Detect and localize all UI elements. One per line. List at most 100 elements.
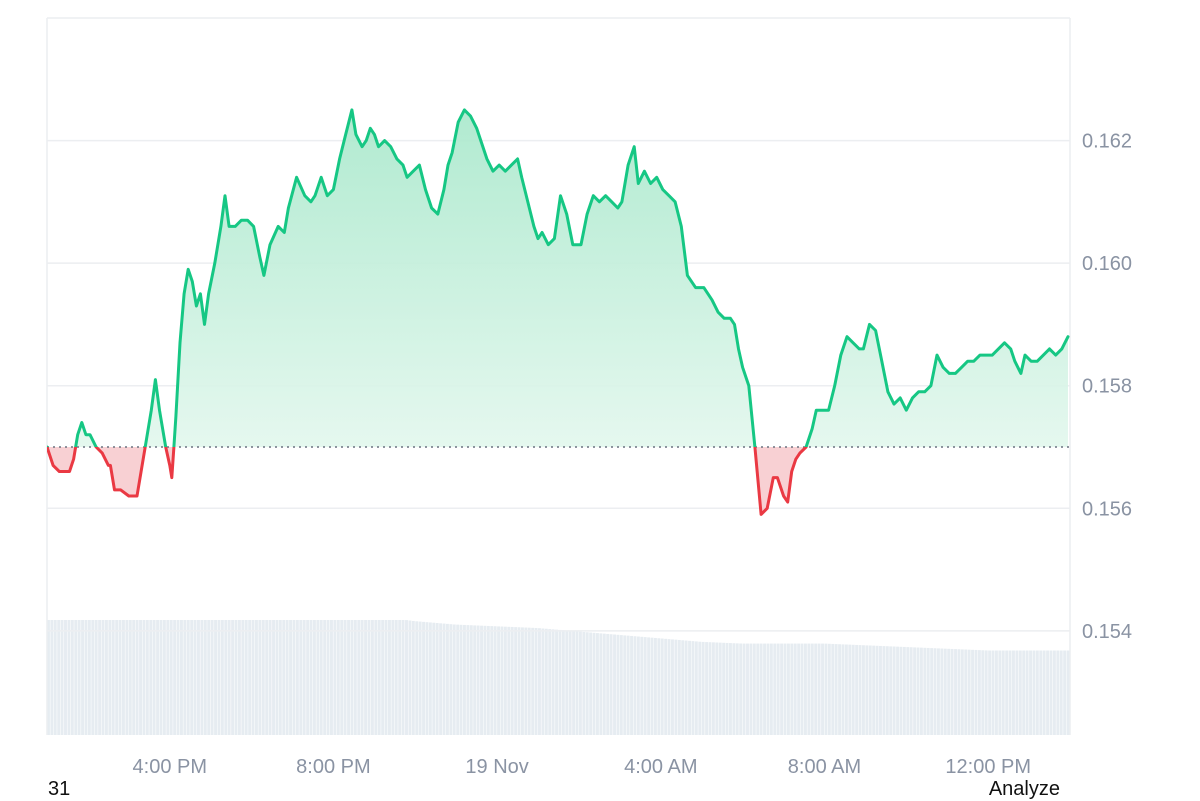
volume-bar bbox=[913, 647, 917, 735]
volume-bar bbox=[821, 643, 824, 736]
volume-bar bbox=[319, 620, 323, 735]
volume-bar bbox=[824, 643, 828, 735]
volume-bar bbox=[885, 646, 889, 735]
volume-bar bbox=[486, 625, 490, 735]
volume-bar bbox=[53, 620, 57, 735]
volume-bar bbox=[285, 620, 289, 735]
volume-bar bbox=[572, 631, 576, 735]
volume-bar bbox=[677, 639, 681, 735]
volume-bar bbox=[626, 635, 630, 735]
volume-bar bbox=[278, 620, 282, 735]
volume-bar bbox=[340, 620, 344, 735]
volume-bar bbox=[47, 620, 50, 735]
volume-bar bbox=[70, 620, 74, 735]
volume-bar bbox=[906, 647, 910, 735]
volume-bar bbox=[398, 620, 402, 735]
volume-bar bbox=[289, 620, 293, 735]
y-tick-label: 0.162 bbox=[1082, 131, 1132, 153]
volume-bar bbox=[722, 642, 726, 735]
volume-bar bbox=[336, 620, 340, 735]
volume-bar bbox=[255, 620, 258, 735]
y-tick-label: 0.160 bbox=[1082, 253, 1132, 275]
volume-bar bbox=[643, 637, 647, 735]
volume-bar bbox=[312, 620, 316, 735]
volume-bar bbox=[115, 620, 119, 735]
volume-bar bbox=[790, 643, 794, 736]
volume-bar bbox=[251, 620, 255, 735]
volume-bar bbox=[544, 628, 548, 735]
volume-bar bbox=[705, 642, 709, 735]
volume-bar bbox=[746, 643, 749, 736]
volume-bar bbox=[497, 626, 501, 735]
analyze-link[interactable]: Analyze bbox=[988, 778, 1060, 800]
volume-bar bbox=[101, 620, 105, 735]
volume-bar bbox=[831, 643, 835, 735]
volume-bar bbox=[87, 620, 91, 735]
volume-bar bbox=[425, 622, 429, 735]
volume-bar bbox=[224, 620, 228, 735]
volume-bar bbox=[858, 645, 862, 735]
volume-bar bbox=[766, 643, 770, 736]
volume-bar bbox=[377, 620, 381, 735]
volume-bar bbox=[592, 632, 596, 735]
volume-bar bbox=[650, 637, 654, 735]
volume-bar bbox=[207, 620, 211, 735]
volume-bar bbox=[125, 620, 129, 735]
x-axis-ticks: 4:00 PM 8:00 PM 19 Nov 4:00 AM 8:00 AM 12:00 … bbox=[133, 756, 1031, 778]
volume-bar bbox=[691, 641, 695, 735]
volume-bar bbox=[432, 622, 436, 735]
volume-bar bbox=[950, 648, 954, 735]
volume-bar bbox=[401, 620, 405, 735]
volume-bar bbox=[197, 620, 200, 735]
volume-bar bbox=[596, 633, 599, 735]
volume-bar bbox=[896, 646, 899, 735]
volume-bar bbox=[841, 644, 845, 735]
volume-bar bbox=[135, 620, 139, 735]
volume-bar bbox=[510, 626, 514, 735]
volume-bar bbox=[568, 630, 572, 735]
volume-bar bbox=[237, 620, 241, 735]
volume-bar bbox=[868, 645, 872, 735]
volume-bar bbox=[855, 644, 859, 735]
volume-bar bbox=[108, 620, 112, 735]
price-line bbox=[47, 108, 1070, 516]
volume-bar bbox=[142, 620, 146, 735]
footer-left-text: 31 bbox=[48, 778, 71, 800]
volume-bar bbox=[292, 620, 296, 735]
volume-bar bbox=[309, 620, 313, 735]
volume-bar bbox=[159, 620, 163, 735]
volume-bar bbox=[214, 620, 217, 735]
volume-bar bbox=[759, 643, 763, 736]
volume-bar bbox=[834, 644, 838, 735]
volume-bar bbox=[974, 649, 978, 735]
volume-bar bbox=[104, 620, 108, 735]
volume-bar bbox=[122, 620, 125, 735]
volume-bar bbox=[763, 643, 766, 736]
volume-bar bbox=[909, 647, 913, 735]
volume-bar bbox=[1035, 650, 1039, 736]
volume-bar bbox=[899, 646, 903, 735]
volume-bar bbox=[408, 620, 412, 735]
volume-bar bbox=[671, 639, 674, 735]
volume-bar bbox=[902, 646, 906, 735]
volume-bar bbox=[725, 642, 729, 735]
volume-bar bbox=[548, 629, 552, 735]
volume-bar bbox=[619, 635, 623, 735]
volume-bar bbox=[118, 620, 122, 735]
price-area-up bbox=[75, 109, 1068, 447]
volume-bar bbox=[647, 637, 651, 735]
x-tick-label: 4:00 AM bbox=[624, 756, 697, 778]
volume-bar bbox=[943, 648, 947, 735]
volume-bar bbox=[1001, 650, 1005, 736]
volume-bar bbox=[664, 638, 668, 735]
volume-bar bbox=[67, 620, 71, 735]
volume-bar bbox=[916, 647, 920, 735]
volume-bar bbox=[176, 620, 180, 735]
volume-bar bbox=[657, 638, 661, 735]
volume-bar bbox=[139, 620, 142, 735]
volume-bar bbox=[1005, 650, 1009, 736]
x-tick-label: 12:00 PM bbox=[945, 756, 1031, 778]
volume-bar bbox=[565, 630, 569, 735]
volume-bar bbox=[132, 620, 136, 735]
